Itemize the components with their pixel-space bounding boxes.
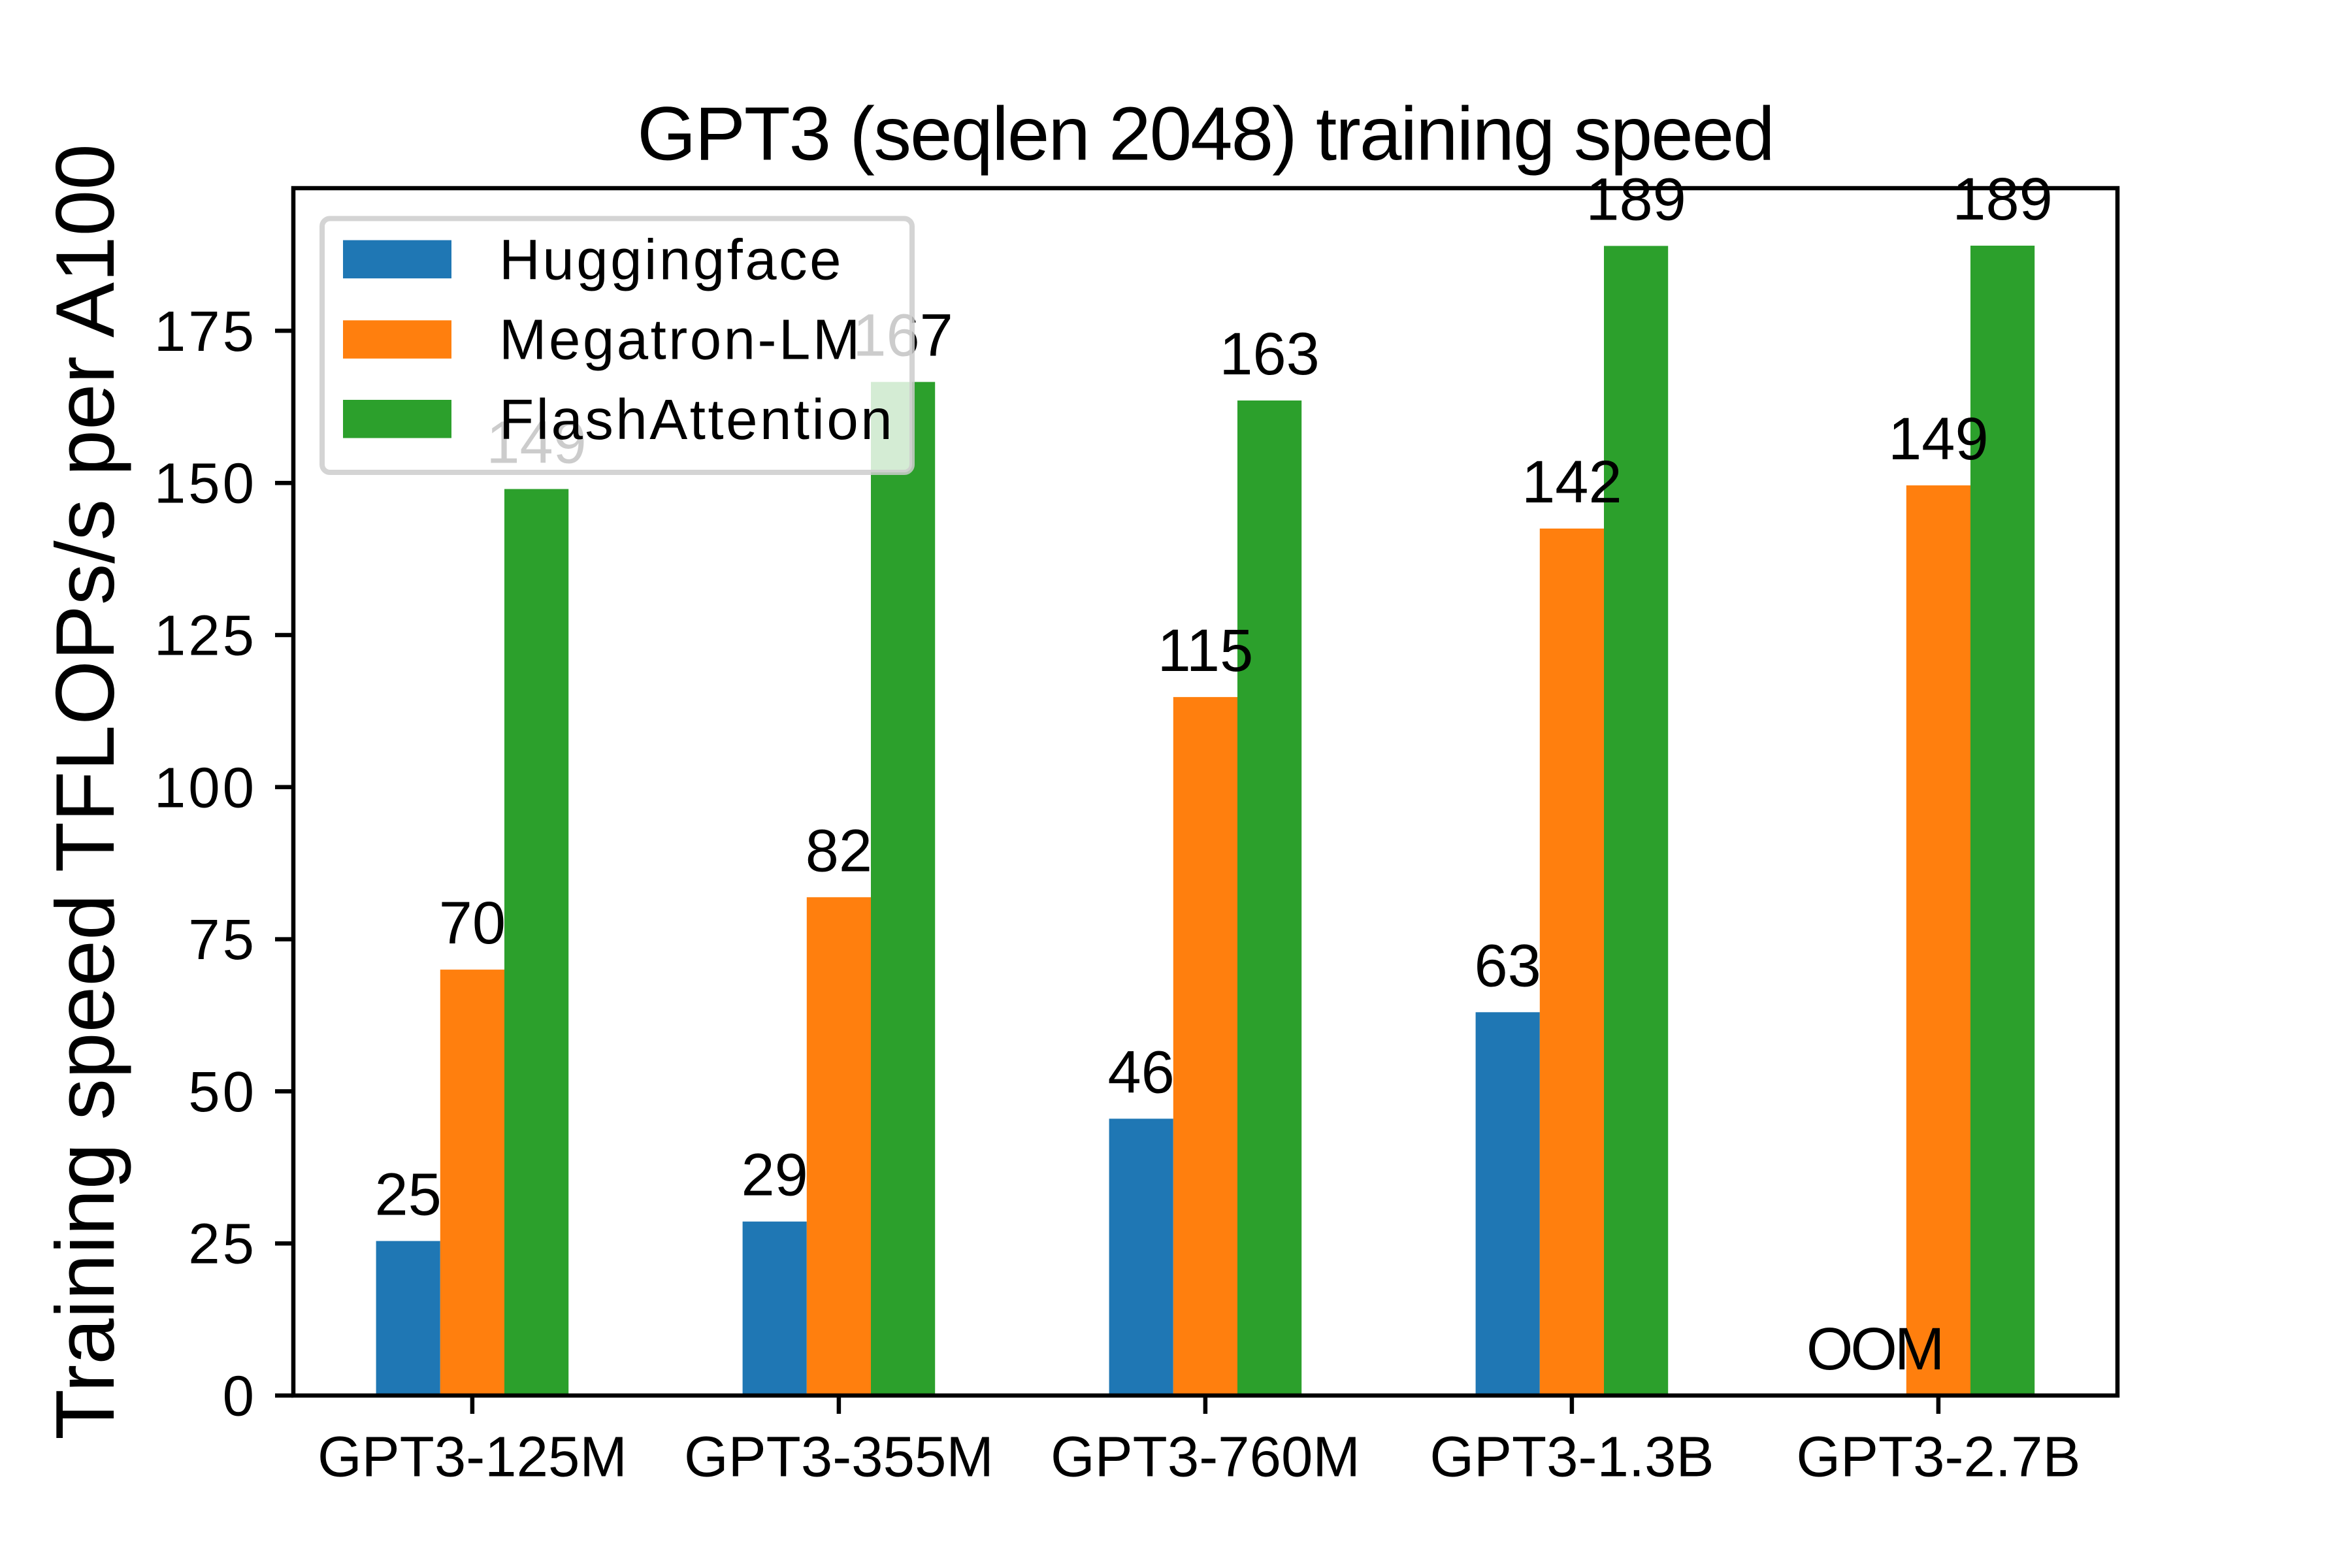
svg-text:GPT3-1.3B: GPT3-1.3B (1429, 1426, 1714, 1489)
svg-text:125: 125 (154, 604, 257, 668)
svg-text:29: 29 (742, 1142, 808, 1209)
svg-text:GPT3-355M: GPT3-355M (684, 1426, 994, 1489)
svg-text:149: 149 (1888, 406, 1989, 472)
svg-text:OOM: OOM (1806, 1316, 1942, 1382)
svg-text:25: 25 (375, 1162, 442, 1228)
svg-text:GPT3 (seqlen 2048) training sp: GPT3 (seqlen 2048) training speed (637, 91, 1774, 176)
svg-text:189: 189 (1586, 166, 1686, 233)
svg-text:63: 63 (1475, 932, 1541, 999)
svg-text:25: 25 (188, 1213, 257, 1276)
svg-text:Megatron-LM: Megatron-LM (499, 308, 862, 372)
svg-text:150: 150 (154, 452, 257, 515)
svg-text:GPT3-2.7B: GPT3-2.7B (1796, 1426, 2080, 1489)
svg-text:82: 82 (806, 817, 872, 884)
svg-text:115: 115 (1158, 617, 1254, 684)
svg-text:100: 100 (154, 756, 257, 819)
svg-text:FlashAttention: FlashAttention (499, 388, 894, 451)
svg-text:Huggingface: Huggingface (499, 228, 843, 291)
svg-text:0: 0 (223, 1365, 257, 1428)
svg-text:GPT3-125M: GPT3-125M (318, 1426, 627, 1489)
svg-text:75: 75 (188, 908, 257, 972)
svg-text:50: 50 (188, 1060, 257, 1124)
svg-text:142: 142 (1522, 449, 1622, 515)
svg-text:70: 70 (439, 890, 506, 956)
svg-text:175: 175 (154, 300, 257, 363)
svg-text:GPT3-760M: GPT3-760M (1051, 1426, 1360, 1489)
svg-text:163: 163 (1219, 321, 1320, 387)
svg-text:189: 189 (1952, 166, 2053, 233)
svg-text:46: 46 (1108, 1039, 1175, 1105)
svg-text:Training speed TFLOPs/s per A1: Training speed TFLOPs/s per A100 (39, 144, 131, 1440)
